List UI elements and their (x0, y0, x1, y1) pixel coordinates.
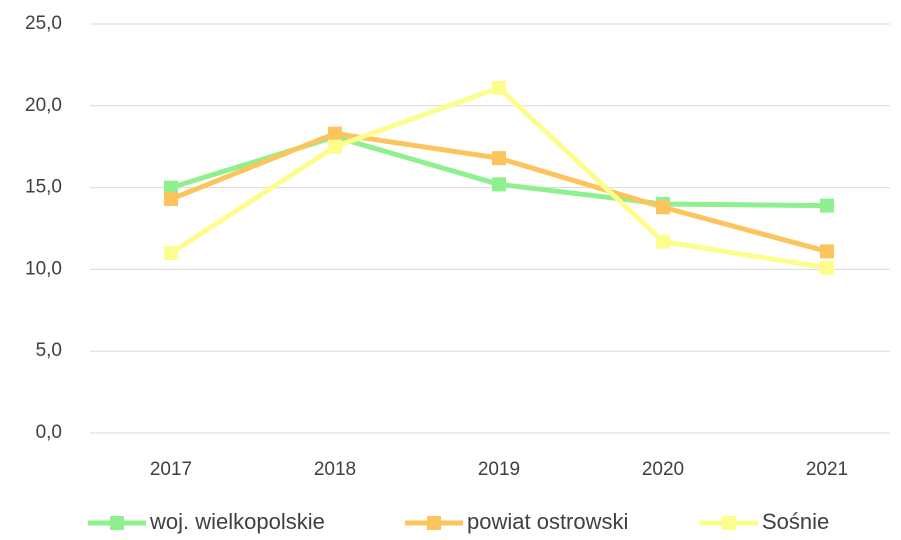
legend-label: Sośnie (762, 509, 829, 534)
x-tick-label: 2018 (314, 459, 356, 480)
x-tick-label: 2019 (478, 459, 520, 480)
y-tick-label: 10,0 (25, 258, 62, 279)
data-point (820, 244, 834, 259)
data-point (328, 139, 342, 154)
data-point (656, 234, 670, 249)
y-tick-label: 5,0 (36, 340, 62, 361)
legend-marker (110, 516, 124, 530)
data-point (328, 126, 342, 141)
data-point (164, 246, 178, 261)
data-point (492, 80, 506, 95)
series-line (170, 134, 828, 209)
data-point (492, 177, 506, 192)
y-tick-label: 20,0 (25, 95, 62, 116)
legend-label: powiat ostrowski (467, 509, 628, 534)
y-tick-label: 0,0 (36, 422, 62, 443)
legend-label: woj. wielkopolskie (149, 509, 325, 534)
x-tick-label: 2021 (806, 459, 848, 480)
y-tick-label: 15,0 (25, 177, 62, 198)
data-point (656, 200, 670, 215)
data-point (820, 198, 834, 213)
legend-marker (722, 516, 736, 530)
data-point (164, 192, 178, 207)
y-tick-label: 25,0 (25, 13, 62, 34)
x-tick-label: 2020 (642, 459, 684, 480)
x-tick-label: 2017 (150, 459, 192, 480)
data-point (164, 180, 178, 195)
legend-marker (427, 516, 441, 530)
data-point (492, 151, 506, 166)
data-point (820, 260, 834, 275)
